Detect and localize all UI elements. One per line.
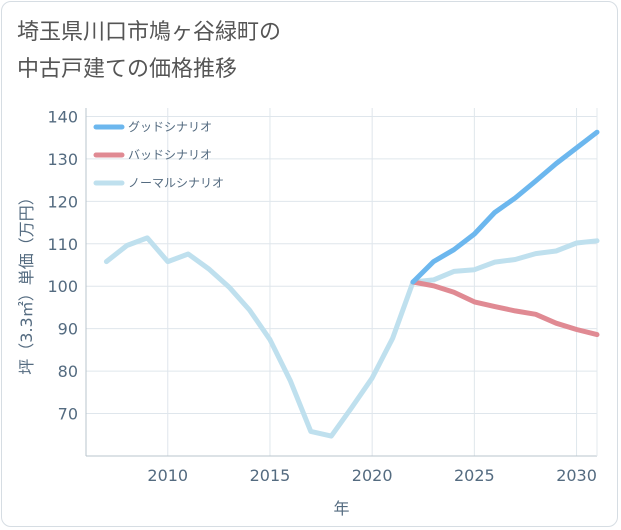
legend-label: バッドシナリオ — [128, 148, 212, 162]
y-tick-labels: 70 80 90 100 110 120 130 140 — [47, 107, 78, 423]
series-line — [410, 279, 600, 338]
y-tick-label: 110 — [47, 235, 78, 254]
y-tick-label: 120 — [47, 192, 78, 211]
series-line — [103, 235, 600, 439]
x-tick-label: 2015 — [250, 466, 291, 485]
y-tick-label: 130 — [47, 150, 78, 169]
x-tick-labels: 2010 2015 2020 2025 2030 — [147, 466, 597, 485]
series-lines — [103, 129, 600, 439]
y-tick-label: 80 — [58, 362, 78, 381]
x-tick-label: 2030 — [556, 466, 597, 485]
chart-title: 埼玉県川口市鳩ヶ谷緑町の 中古戸建ての価格推移 — [17, 20, 282, 82]
x-tick-label: 2020 — [352, 466, 393, 485]
legend-label: ノーマルシナリオ — [128, 176, 224, 190]
grid — [86, 108, 597, 456]
y-tick-label: 90 — [58, 320, 78, 339]
plot-area — [86, 108, 597, 456]
y-tick-label: 140 — [47, 107, 78, 126]
x-tick-label: 2010 — [147, 466, 188, 485]
series-line — [410, 129, 600, 285]
y-axis-label: 坪（3.3㎡）単価（万円） — [17, 189, 36, 374]
y-tick-label: 100 — [47, 277, 78, 296]
x-axis-label: 年 — [333, 499, 349, 518]
y-tick-label: 70 — [58, 405, 78, 424]
legend-label: グッドシナリオ — [128, 120, 212, 134]
axes — [85, 108, 598, 457]
x-tick-label: 2025 — [454, 466, 495, 485]
